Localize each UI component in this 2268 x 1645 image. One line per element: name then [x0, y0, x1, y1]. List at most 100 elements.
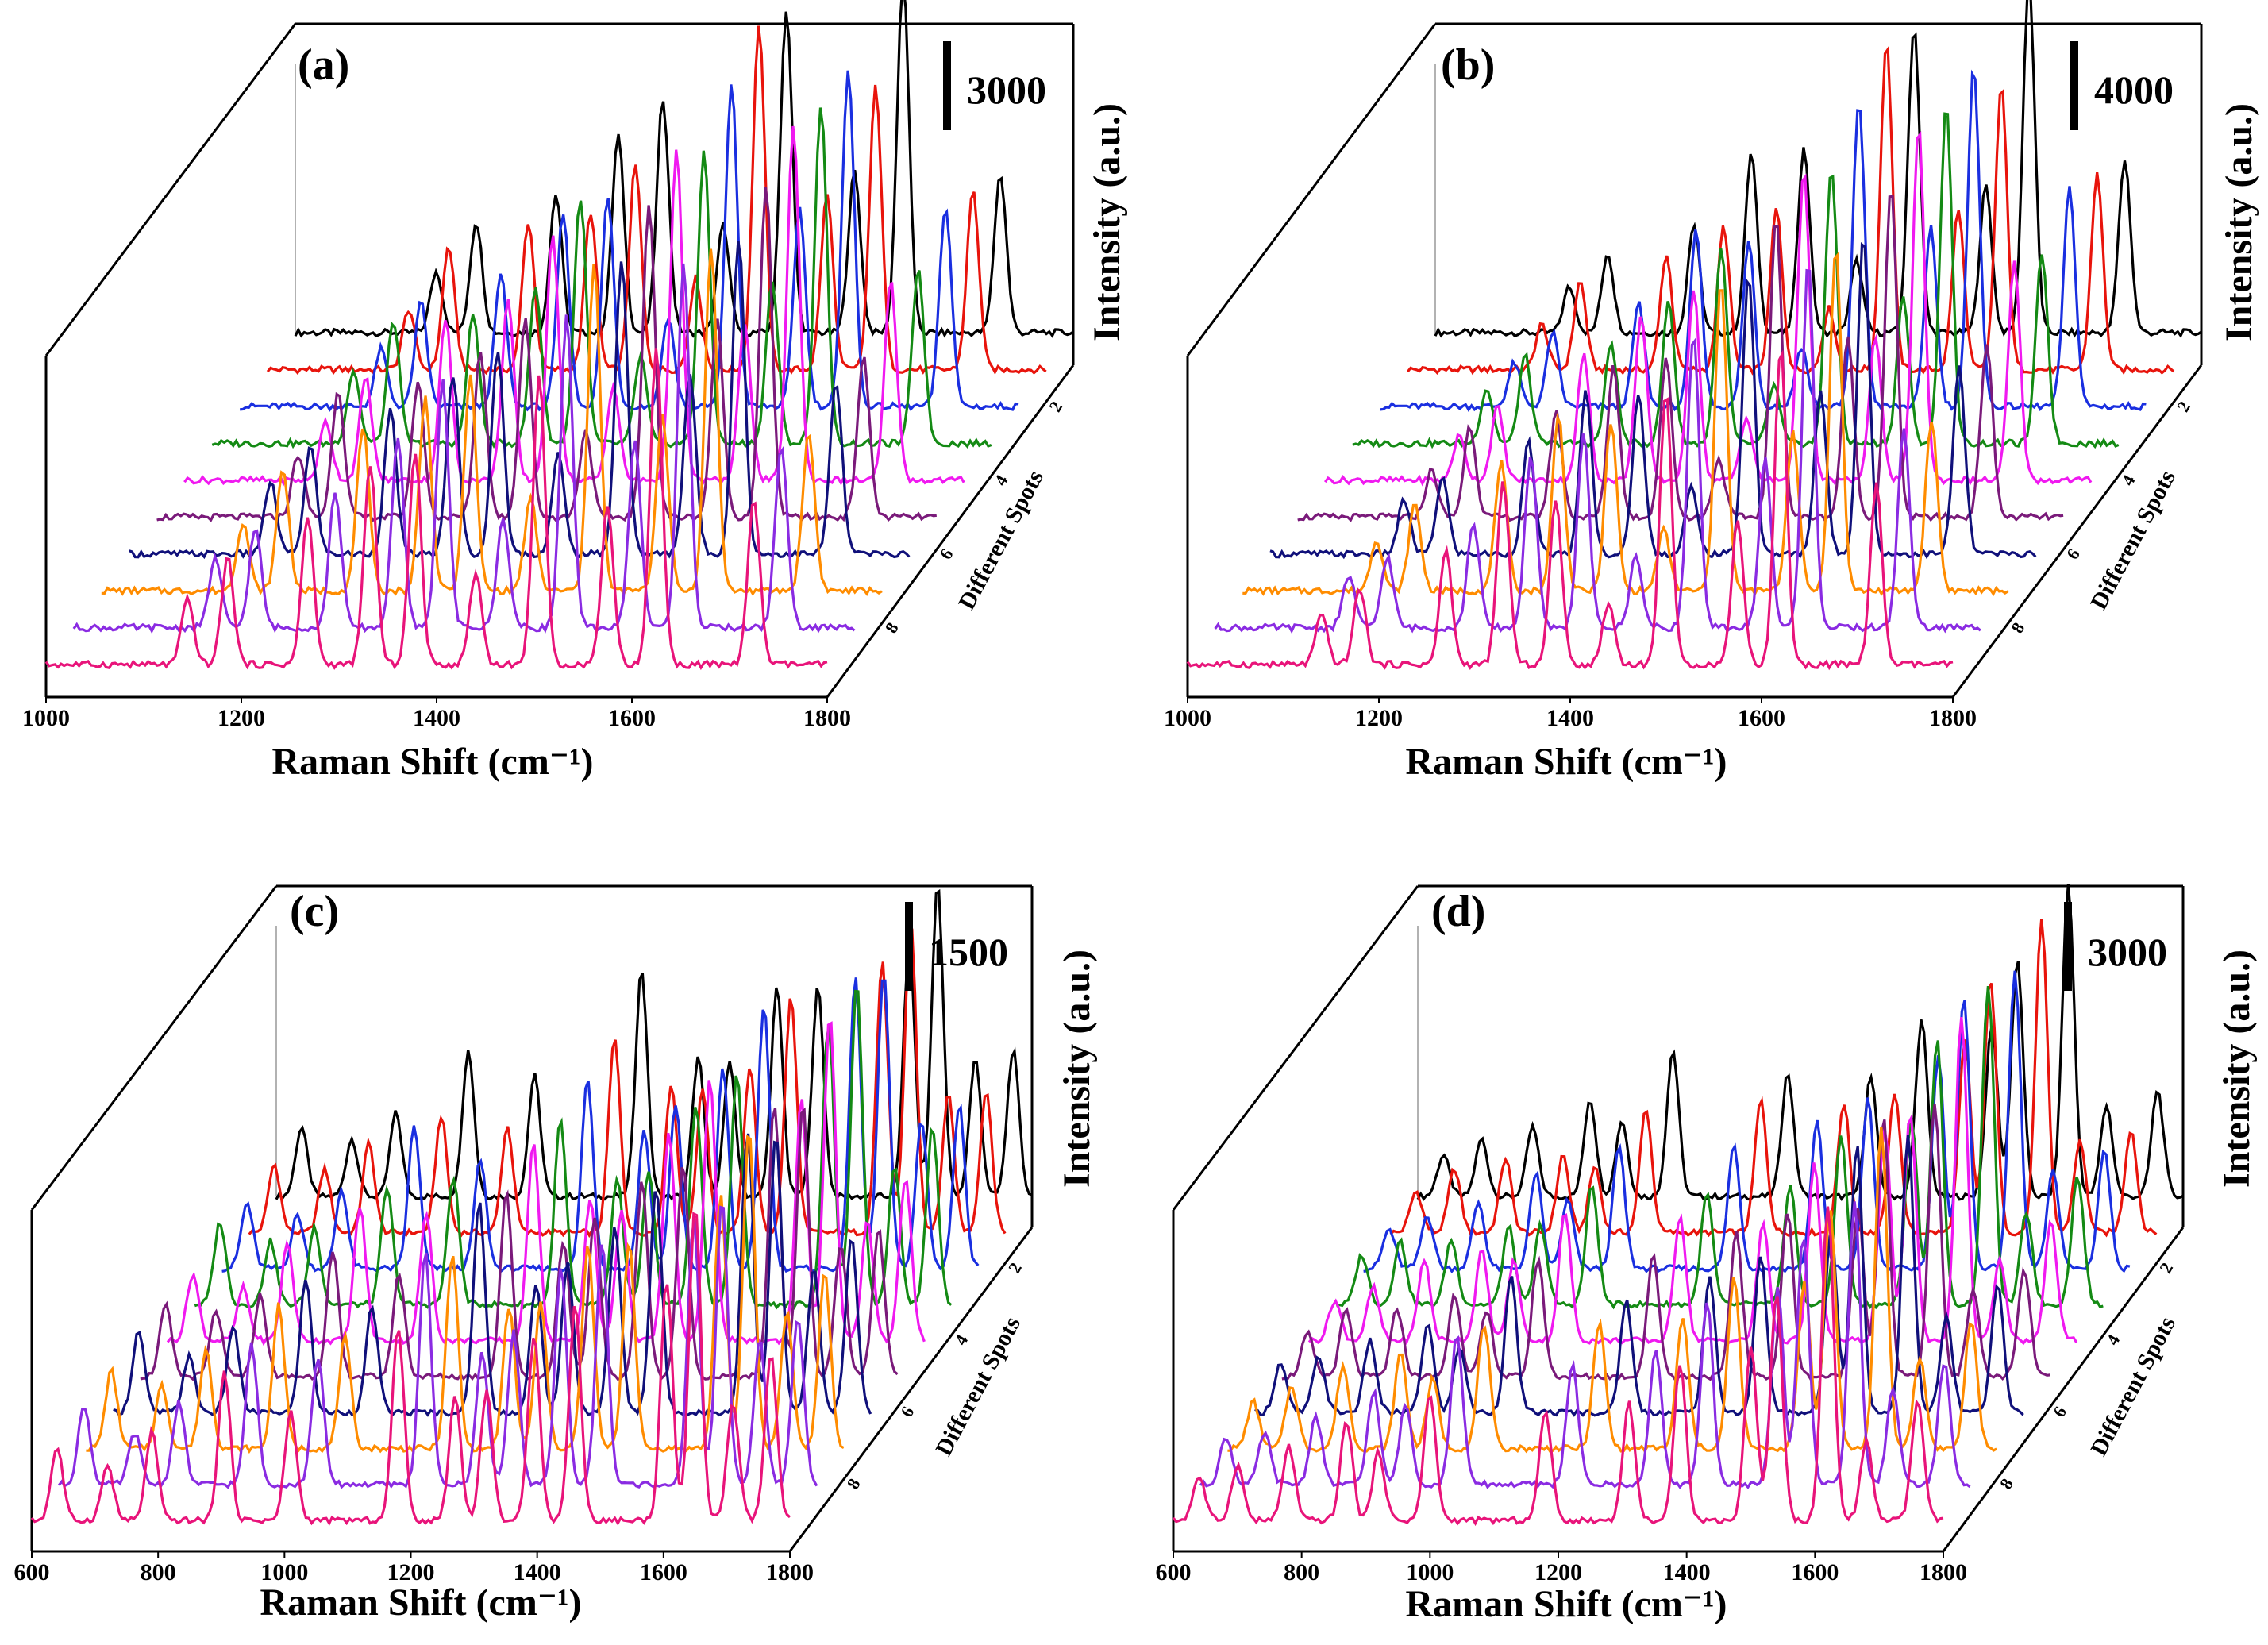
spot-tick-label: 2 — [2155, 1259, 2177, 1277]
frame-edge — [826, 364, 1075, 698]
panel-a-xlabel: Raman Shift (cm⁻¹) — [271, 741, 593, 783]
panel-a-chart: 1000 1200 1400 1600 1800 2 4 6 8 (a) 3000 Inten… — [22, 0, 1128, 783]
panel-c-label: (c) — [290, 887, 339, 936]
panel-b-scale-bar — [2070, 41, 2078, 130]
spectrum-line-spot-9 — [1214, 268, 1981, 634]
spot-tick-label: 4 — [990, 472, 1011, 489]
spectrum-line-spot-8 — [1227, 1127, 1997, 1454]
spectrum-line-spot-4 — [1335, 985, 2104, 1310]
panel-c-scale-bar — [905, 902, 913, 991]
spectrum-line-spot-7 — [113, 1133, 872, 1417]
x-tick-label: 1200 — [387, 1559, 435, 1585]
panel-c-chart: 600 800 1000 1200 1400 1600 1800 2 4 6 8 (c) 1500… — [14, 884, 1098, 1624]
panel-d-scale-bar — [2064, 902, 2072, 991]
x-tick-label: 1600 — [1738, 705, 1785, 731]
spectrum-line-spot-9 — [1199, 1201, 1971, 1489]
spectrum-line-spot-10 — [30, 1212, 791, 1527]
x-tick-label: 1600 — [608, 705, 656, 731]
panel-a-scale-bar — [943, 41, 951, 130]
spectrum-line-spot-10 — [44, 348, 828, 671]
panel-b-ylabel: Intensity (a.u.) — [2218, 103, 2260, 341]
spectrum-line-spot-8 — [86, 1134, 845, 1454]
x-tick-label: 1800 — [803, 705, 851, 731]
spectrum-line-spot-4 — [1352, 112, 2120, 449]
spectrum-line-spot-6 — [1281, 1104, 2050, 1381]
x-tick-label: 800 — [1284, 1559, 1319, 1585]
spot-tick-label: 6 — [2049, 1403, 2070, 1420]
spectrum-line-spot-3 — [1380, 69, 2147, 412]
panel-a-zlabel: Different Spots — [953, 466, 1049, 614]
panel-b-spectra — [1186, 0, 2202, 671]
spectrum-line-spot-10 — [1172, 1206, 1944, 1527]
x-tick-label: 1400 — [413, 705, 460, 731]
spectrum-line-spot-4 — [194, 989, 953, 1310]
panel-c-zlabel: Different Spots — [930, 1312, 1026, 1460]
frame-edge — [1172, 885, 1419, 1211]
x-tick-label: 1400 — [514, 1559, 561, 1585]
spot-tick-label: 6 — [896, 1403, 918, 1420]
frame-edge — [1186, 23, 1437, 356]
spot-tick-label: 8 — [2007, 619, 2028, 637]
x-tick-label: 1800 — [766, 1559, 814, 1585]
spectrum-line-spot-1 — [1416, 884, 2184, 1202]
spectrum-line-spot-9 — [72, 263, 856, 634]
panel-b-scale-value: 4000 — [2094, 67, 2174, 112]
x-tick-label: 1200 — [1534, 1559, 1582, 1585]
spectrum-line-spot-8 — [1242, 252, 2009, 597]
spot-tick-label: 2 — [2173, 398, 2194, 415]
panel-d-ylabel: Intensity (a.u.) — [2216, 950, 2258, 1188]
panel-d-xticks: 600 800 1000 1200 1400 1600 1800 — [1156, 1551, 1967, 1585]
x-tick-label: 1600 — [1791, 1559, 1839, 1585]
spot-tick-label: 8 — [842, 1475, 864, 1493]
spectrum-line-spot-5 — [1307, 1016, 2078, 1346]
panel-d-scale-value: 3000 — [2088, 930, 2167, 974]
panel-b-xlabel: Raman Shift (cm⁻¹) — [1405, 741, 1727, 783]
spectrum-line-spot-2 — [1407, 45, 2175, 376]
panel-c-scale-value: 1500 — [929, 930, 1008, 974]
spectrum-line-spot-10 — [1186, 349, 1954, 671]
x-tick-label: 1400 — [1663, 1559, 1711, 1585]
spot-tick-label: 8 — [1996, 1475, 2017, 1493]
spot-tick-label: 6 — [2062, 545, 2084, 563]
panel-c-ylabel: Intensity (a.u.) — [1056, 950, 1098, 1188]
spectrum-line-spot-5 — [166, 1021, 926, 1346]
panel-a-scale-value: 3000 — [967, 67, 1046, 112]
x-tick-label: 600 — [14, 1559, 50, 1585]
frame-edge — [30, 885, 278, 1211]
frame-edge — [44, 23, 297, 356]
x-tick-label: 1000 — [1406, 1559, 1454, 1585]
spectrum-line-spot-6 — [140, 1107, 899, 1381]
spectrum-line-spot-3 — [1363, 970, 2131, 1274]
panel-d-frame — [1172, 884, 2185, 1553]
panel-b-xticks: 1000 1200 1400 1600 1800 — [1164, 697, 1977, 731]
spectrum-line-spot-6 — [1297, 195, 2064, 522]
x-tick-label: 1200 — [218, 705, 265, 731]
x-tick-label: 1600 — [640, 1559, 687, 1585]
frame-edge — [1951, 364, 2203, 698]
panel-a-spectra — [44, 0, 1074, 671]
frame-edge — [788, 1227, 1034, 1552]
x-tick-label: 800 — [141, 1559, 176, 1585]
x-tick-label: 1000 — [1164, 705, 1211, 731]
panel-b-chart: 1000 1200 1400 1600 1800 2 4 6 8 (b) 4000 Inten… — [1164, 0, 2260, 783]
x-tick-label: 1800 — [1920, 1559, 1967, 1585]
x-tick-label: 1200 — [1355, 705, 1403, 731]
panel-d-label: (d) — [1431, 887, 1485, 936]
spectrum-line-spot-7 — [1269, 242, 2037, 560]
spot-tick-label: 2 — [1045, 398, 1066, 415]
panel-a-label: (a) — [298, 40, 349, 90]
panel-a-xticks: 1000 1200 1400 1600 1800 — [22, 697, 851, 731]
panel-d-chart: 600 800 1000 1200 1400 1600 1800 2 4 6 8 (d) 3000… — [1156, 884, 2258, 1625]
spot-tick-label: 8 — [881, 619, 903, 637]
spectrum-line-spot-1 — [1434, 0, 2202, 338]
panel-d-xlabel: Raman Shift (cm⁻¹) — [1405, 1583, 1727, 1625]
spectrum-line-spot-5 — [1323, 130, 2093, 487]
panel-a-ylabel: Intensity (a.u.) — [1086, 103, 1128, 341]
x-tick-label: 1800 — [1929, 705, 1977, 731]
frame-edge — [1942, 1227, 2185, 1552]
x-tick-label: 1000 — [260, 1559, 308, 1585]
spot-tick-label: 4 — [2102, 1331, 2124, 1348]
x-tick-label: 1000 — [22, 705, 70, 731]
spot-tick-label: 4 — [950, 1331, 972, 1348]
panel-c-xlabel: Raman Shift (cm⁻¹) — [260, 1581, 581, 1624]
